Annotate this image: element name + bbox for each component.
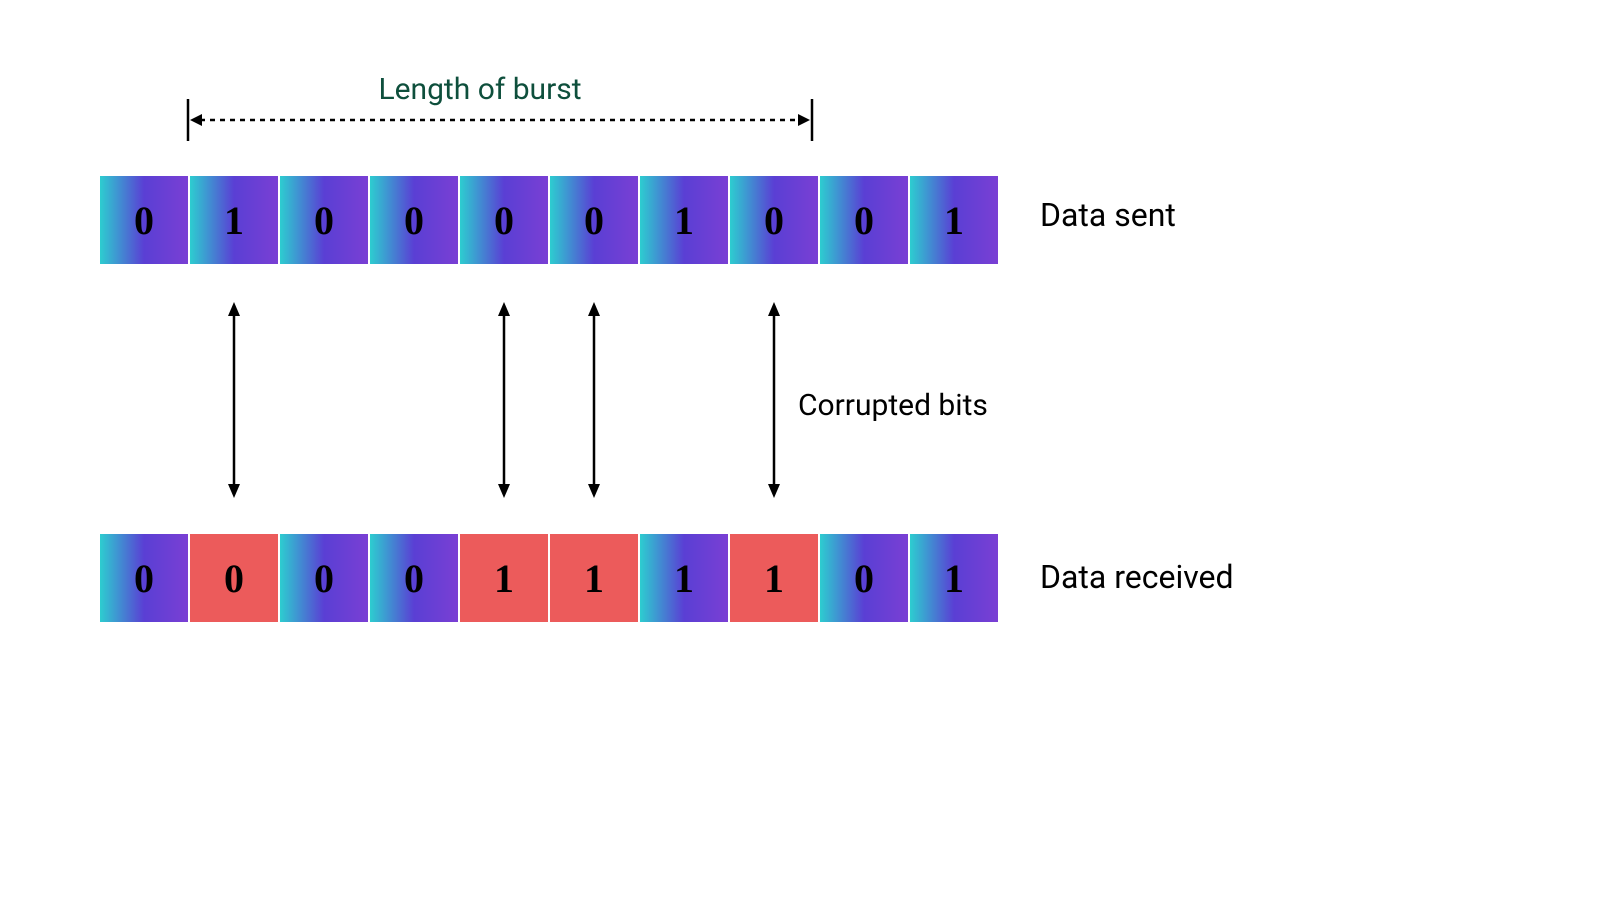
corrupted-bits-label: Corrupted bits [798,388,988,423]
corrupted-bit-arrow [764,302,784,498]
bit-cell-corrupted: 1 [730,534,818,622]
corrupted-bit-arrow [494,302,514,498]
bit-cell: 1 [910,534,998,622]
bit-cell: 1 [640,534,728,622]
bit-cell: 0 [550,176,638,264]
bit-cell: 0 [100,534,188,622]
bit-cell: 0 [370,534,458,622]
bit-cell: 0 [370,176,458,264]
burst-error-diagram: Length of burst 0100001001 Data sent Cor… [0,0,1600,900]
bit-cell: 0 [280,176,368,264]
bit-cell: 0 [730,176,818,264]
data-received-label: Data received [1040,558,1234,596]
bit-cell-corrupted: 0 [190,534,278,622]
bit-cell: 0 [460,176,548,264]
data-sent-label: Data sent [1040,196,1176,234]
bit-cell: 1 [640,176,728,264]
bit-cell: 1 [910,176,998,264]
burst-length-arrow [178,94,822,146]
bit-cell-corrupted: 1 [550,534,638,622]
corrupted-bit-arrow [224,302,244,498]
bit-cell: 0 [820,534,908,622]
corrupted-bit-arrow [584,302,604,498]
bit-cell: 0 [100,176,188,264]
data-received-row: 0000111101 [100,534,998,622]
bit-cell: 0 [280,534,368,622]
bit-cell-corrupted: 1 [460,534,548,622]
data-sent-row: 0100001001 [100,176,998,264]
bit-cell: 1 [190,176,278,264]
bit-cell: 0 [820,176,908,264]
